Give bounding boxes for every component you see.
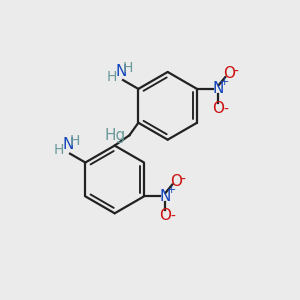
Text: N: N (116, 64, 127, 79)
Text: H: H (107, 70, 117, 83)
Text: H: H (69, 134, 80, 148)
Text: O: O (223, 66, 235, 81)
Text: -: - (224, 103, 228, 116)
Text: -: - (181, 172, 186, 187)
Text: +: + (167, 185, 177, 195)
Text: O: O (170, 174, 182, 189)
Text: Hg: Hg (105, 128, 126, 143)
Text: H: H (54, 143, 64, 157)
Text: O: O (212, 100, 224, 116)
Text: O: O (160, 208, 172, 223)
Text: N: N (63, 137, 74, 152)
Text: +: + (220, 77, 230, 87)
Text: N: N (213, 81, 224, 96)
Text: -: - (170, 210, 175, 224)
Text: N: N (160, 189, 171, 204)
Text: H: H (122, 61, 133, 75)
Text: -: - (234, 65, 239, 79)
